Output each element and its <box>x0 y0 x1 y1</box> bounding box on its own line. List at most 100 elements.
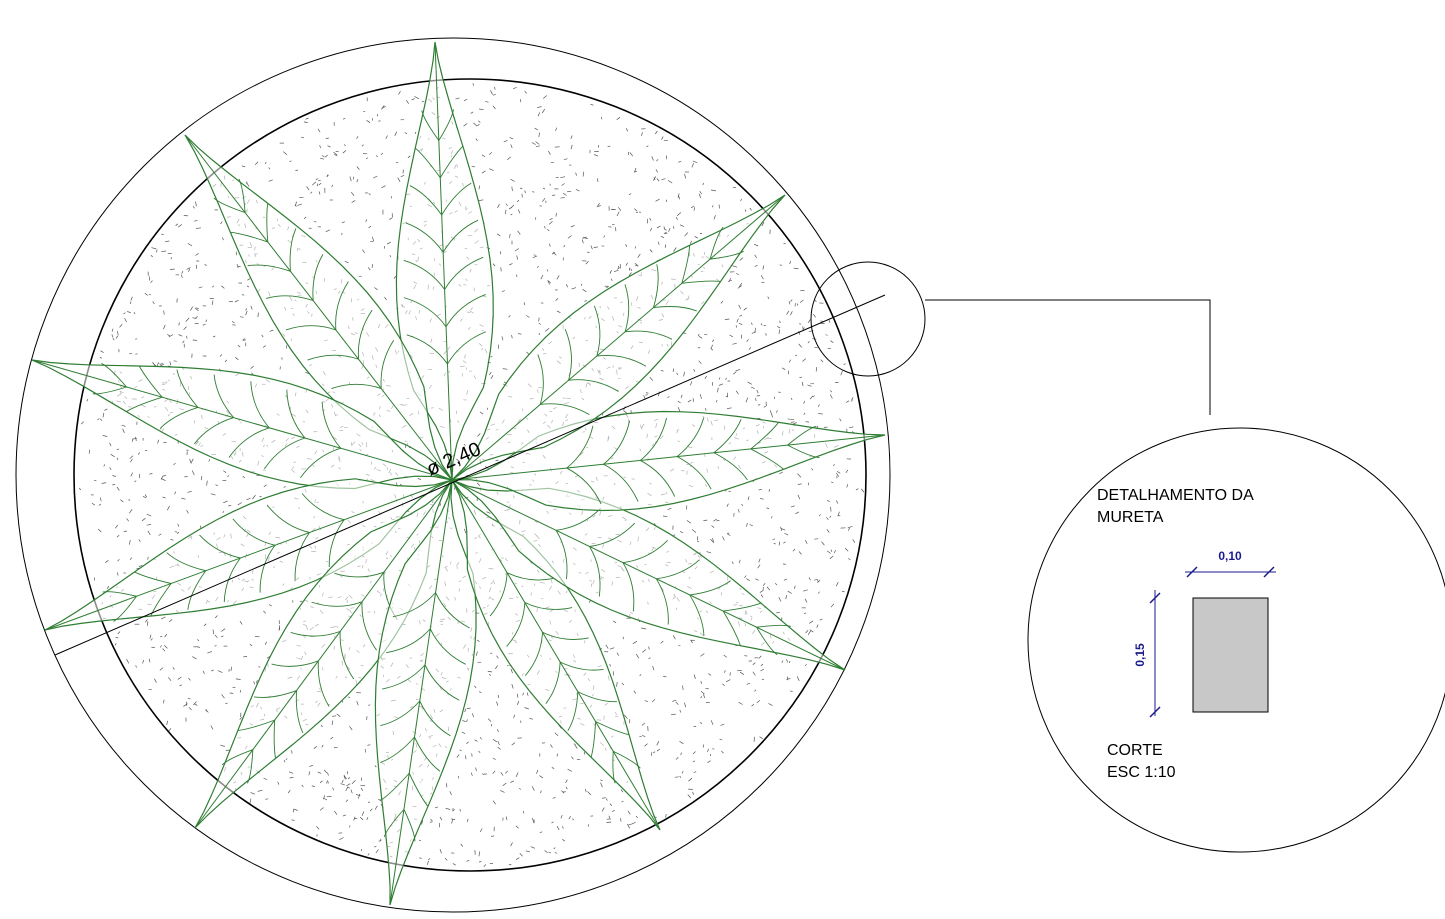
grain <box>601 807 605 812</box>
grain <box>479 828 483 833</box>
grain <box>249 643 253 647</box>
leaf-vein <box>435 592 470 629</box>
leaf-midrib <box>389 479 453 906</box>
grain <box>500 267 502 272</box>
grain <box>110 453 115 458</box>
grain <box>150 638 153 641</box>
grain <box>679 224 685 227</box>
grain <box>263 610 267 614</box>
grain <box>692 791 694 795</box>
grain <box>162 648 166 652</box>
grain <box>135 436 137 441</box>
grain <box>778 541 781 546</box>
leaf-midrib <box>184 134 453 481</box>
leaf-vein <box>537 354 544 405</box>
grain <box>843 363 846 366</box>
grain <box>128 498 130 502</box>
grain <box>661 136 664 140</box>
grain <box>799 376 802 379</box>
grain <box>160 635 163 638</box>
grain <box>170 257 173 260</box>
grain <box>470 111 474 114</box>
grain <box>746 578 750 582</box>
grain <box>222 237 224 241</box>
grain <box>773 542 776 545</box>
grain <box>754 254 757 259</box>
leaf-vein <box>289 228 297 272</box>
grain <box>277 781 280 785</box>
grain <box>744 575 747 579</box>
grain <box>656 159 659 162</box>
leaf-vein <box>750 448 784 470</box>
grain <box>790 505 795 508</box>
grain <box>542 95 547 99</box>
grain <box>779 320 781 324</box>
grain <box>160 478 166 482</box>
grain <box>737 509 740 513</box>
leaf-midrib <box>44 479 453 631</box>
grain <box>636 653 640 659</box>
grain <box>500 771 504 776</box>
grain <box>721 750 724 754</box>
grain <box>698 360 702 365</box>
grain <box>710 189 716 192</box>
grain <box>803 589 808 592</box>
grain <box>418 839 422 842</box>
grain <box>104 408 108 411</box>
grain <box>370 240 374 243</box>
grain <box>769 410 773 415</box>
grain <box>371 236 375 242</box>
grain <box>138 473 141 479</box>
grain <box>381 185 386 189</box>
grain <box>702 744 705 748</box>
grain <box>549 243 551 247</box>
leaf-vein <box>265 295 314 302</box>
grain <box>634 208 638 212</box>
grain <box>718 377 721 380</box>
grain <box>373 175 378 179</box>
grain <box>587 791 592 796</box>
grain <box>115 335 119 339</box>
grain <box>142 495 147 499</box>
grain <box>99 418 103 421</box>
grain <box>368 193 371 196</box>
grain <box>609 803 613 807</box>
grain <box>144 494 148 498</box>
grain <box>584 300 588 302</box>
grain <box>98 503 101 506</box>
grain <box>788 660 791 664</box>
grain <box>186 267 191 270</box>
leaf-vein <box>750 422 779 450</box>
grain <box>398 91 401 95</box>
grain <box>154 678 157 683</box>
grain <box>687 399 692 403</box>
grain <box>551 194 556 197</box>
grain <box>319 807 324 811</box>
grain <box>147 530 151 536</box>
grain <box>269 329 274 332</box>
grain <box>369 808 373 812</box>
grain <box>531 142 536 145</box>
grain <box>507 156 511 161</box>
leaf-vein <box>556 507 602 531</box>
grain <box>737 285 743 289</box>
grain <box>526 315 530 318</box>
grain <box>760 323 763 326</box>
grain <box>317 771 322 774</box>
grain <box>475 138 478 142</box>
grain <box>549 217 553 221</box>
grain <box>510 213 513 216</box>
grain <box>324 154 328 158</box>
grain <box>479 411 484 415</box>
grain <box>835 581 839 587</box>
grain <box>794 354 798 357</box>
leaf-vein <box>250 381 270 429</box>
grain <box>680 394 683 398</box>
grain <box>633 690 637 694</box>
grain <box>793 267 799 270</box>
grain <box>176 298 178 303</box>
grain <box>684 173 686 179</box>
grain <box>837 511 840 516</box>
grain <box>478 861 482 863</box>
leaf-vein <box>176 369 199 408</box>
